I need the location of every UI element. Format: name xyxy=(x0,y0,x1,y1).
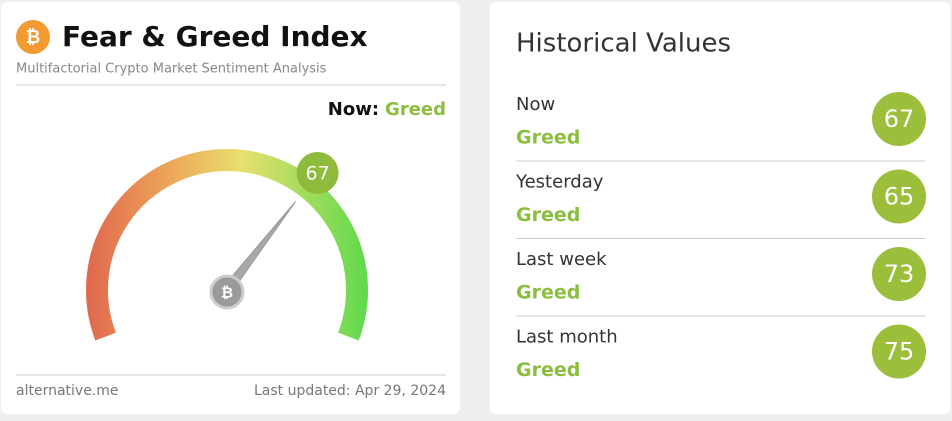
history-title: Historical Values xyxy=(516,29,731,59)
value: 67 xyxy=(884,105,915,133)
now-label: Now: xyxy=(328,99,379,120)
updated: Last updated: Apr 29, 2024 xyxy=(254,383,446,399)
classification: Greed xyxy=(516,127,580,149)
gauge-arc xyxy=(86,149,368,341)
history-card xyxy=(490,2,950,414)
source: alternative.me xyxy=(16,383,119,399)
classification: Greed xyxy=(385,99,446,120)
title: Fear & Greed Index xyxy=(62,20,368,53)
value: 75 xyxy=(884,338,915,366)
period: Last week xyxy=(516,249,607,270)
classification: Greed xyxy=(516,204,580,226)
classification: Greed xyxy=(516,282,580,304)
period: Last month xyxy=(516,327,618,348)
value-circle xyxy=(872,92,926,146)
bitcoin-icon xyxy=(16,20,50,54)
value: 65 xyxy=(884,183,915,211)
classification: Greed xyxy=(516,359,580,381)
period: Yesterday xyxy=(515,172,604,193)
value-circle xyxy=(872,324,926,379)
value-label: 67 xyxy=(305,162,329,184)
value: 73 xyxy=(884,260,915,288)
period: Now xyxy=(516,94,555,115)
value-circle xyxy=(872,247,926,301)
needle-hub xyxy=(209,274,245,310)
bitcoin-symbol: ₿ xyxy=(26,27,41,48)
hub-symbol: ₿ xyxy=(221,284,233,302)
value-bubble xyxy=(296,151,339,194)
subtitle: Multifactorial Crypto Market Sentiment A… xyxy=(16,62,327,77)
value-circle xyxy=(872,169,926,224)
history-rows: Now Greed 67 Yesterday Greed 65 Last week Greed… xyxy=(515,92,926,381)
